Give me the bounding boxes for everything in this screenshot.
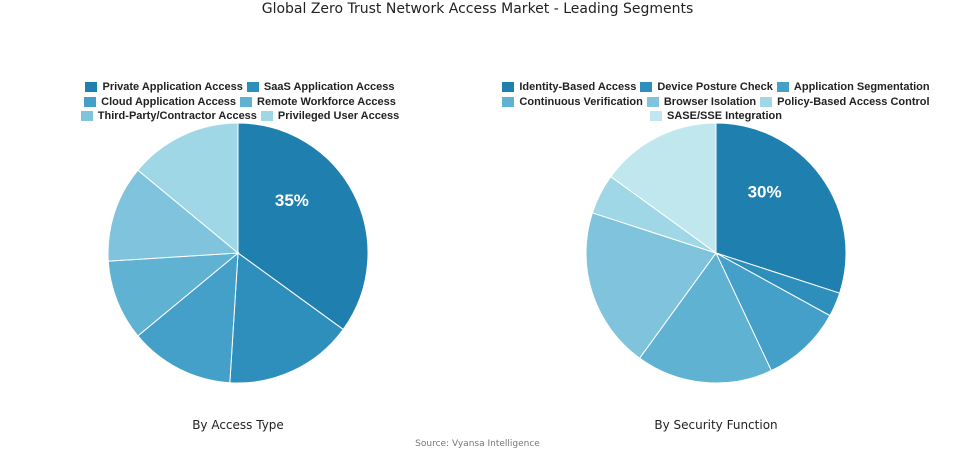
legend-item: Identity-Based Access	[502, 81, 636, 93]
legend-item: Cloud Application Access	[84, 96, 236, 108]
pie-slice-identity-based-access	[715, 122, 847, 294]
data-label: 35%	[275, 191, 309, 210]
legend-label: SaaS Application Access	[263, 81, 395, 94]
legend-row: Continuous Verification Browser Isolation…	[476, 95, 955, 110]
legend-item: SaaS Application Access	[246, 81, 395, 94]
legend-swatch	[502, 82, 515, 93]
legend-item: Application Segmentation	[776, 81, 930, 94]
caption-security-function: By Security Function	[654, 418, 778, 432]
legend-row: Cloud Application Access Remote Workforce…	[60, 95, 420, 110]
legend-row: Private Application Access SaaS Applicati…	[60, 80, 420, 95]
legend-item: Privileged User Access	[260, 110, 400, 123]
legend-label: SASE/SSE Integration	[667, 110, 782, 123]
legend-item: Device Posture Check	[640, 81, 773, 93]
legend-row: Third-Party/Contractor Access Privileged …	[60, 109, 420, 124]
pie-slice-continuous-verification	[638, 252, 773, 384]
pie-security-function: 30%	[585, 122, 847, 384]
legend-label: Private Application Access	[102, 81, 243, 94]
legend-label: Identity-Based Access	[519, 81, 637, 94]
legend-swatch	[246, 82, 259, 93]
legend-swatch	[85, 82, 98, 93]
legend-item: Third-Party/Contractor Access	[80, 110, 257, 123]
chart-title: Global Zero Trust Network Access Market …	[261, 1, 694, 17]
pie-slice-application-segmentation	[714, 251, 831, 372]
pie-slice-browser-isolation	[585, 212, 717, 359]
legend-swatch	[650, 111, 663, 122]
pie-slice-sase-sse-integration	[610, 122, 717, 254]
legend-label: Device Posture Check	[657, 81, 773, 94]
legend-label: Policy-Based Access Control	[777, 95, 930, 108]
legend-swatch	[640, 82, 653, 93]
legend-label: Continuous Verification	[519, 95, 643, 108]
legend-swatch	[646, 96, 659, 107]
pie-slice-remote-workforce-access	[107, 252, 240, 337]
legend-row: SASE/SSE Integration	[476, 109, 955, 124]
legend-label: Application Segmentation	[793, 81, 930, 94]
legend-swatch	[80, 111, 93, 122]
legend-item: Browser Isolation	[646, 95, 757, 108]
legend-swatch	[240, 96, 253, 107]
pie-slice-private-application-access	[237, 122, 369, 331]
legend-label: Privileged User Access	[277, 110, 400, 123]
legend-security-function: Identity-Based Access Device Posture Chec…	[476, 80, 955, 124]
legend-item: SASE/SSE Integration	[650, 110, 782, 122]
data-label: 30%	[748, 182, 782, 201]
legend-swatch	[776, 82, 789, 93]
legend-swatch	[760, 96, 773, 107]
legend-item: Remote Workforce Access	[240, 96, 396, 108]
legend-label: Browser Isolation	[663, 95, 757, 108]
pie-slice-privileged-user-access	[137, 122, 239, 255]
legend-swatch	[84, 96, 97, 107]
pie-slice-cloud-application-access	[137, 251, 239, 384]
legend-label: Third-Party/Contractor Access	[97, 110, 257, 123]
pie-access-type: 35%	[107, 122, 369, 384]
legend-swatch	[502, 96, 515, 107]
legend-label: Remote Workforce Access	[257, 95, 396, 108]
pie-slice-third-party-contractor-access	[107, 169, 240, 262]
legend-row: Identity-Based Access Device Posture Chec…	[476, 80, 955, 95]
legend-item: Policy-Based Access Control	[760, 95, 930, 108]
legend-item: Continuous Verification	[502, 95, 643, 108]
pie-slice-saas-application-access	[229, 252, 344, 384]
legend-label: Cloud Application Access	[101, 95, 237, 108]
source-note: Source: Vyansa Intelligence	[415, 439, 540, 449]
caption-access-type: By Access Type	[192, 418, 284, 432]
legend-swatch	[260, 111, 273, 122]
legend-access-type: Private Application Access SaaS Applicati…	[60, 80, 420, 124]
legend-item: Private Application Access	[85, 81, 243, 94]
